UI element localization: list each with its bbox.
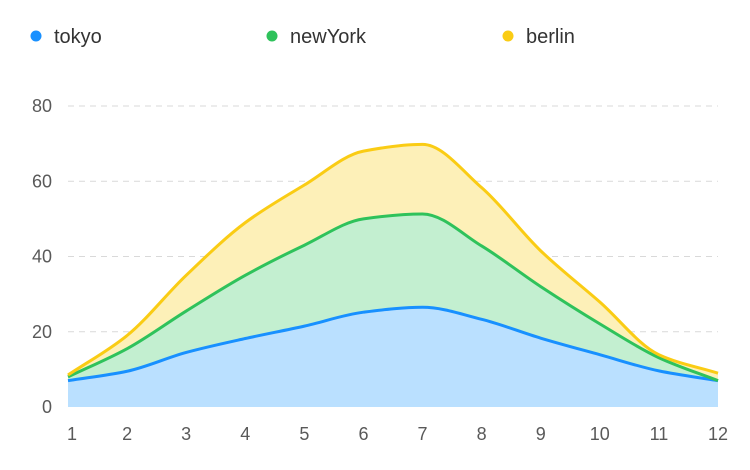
- legend-marker-newYork: [266, 30, 278, 42]
- x-tick-label: 7: [418, 424, 428, 444]
- area-tokyo: [68, 307, 718, 407]
- x-axis: 1 2 3 4 5 6 7 8 9 10 11 12: [67, 424, 728, 444]
- x-tick-label: 10: [590, 424, 610, 444]
- x-tick-label: 8: [477, 424, 487, 444]
- x-tick-label: 4: [240, 424, 250, 444]
- y-tick-label: 80: [32, 96, 52, 116]
- x-tick-label: 5: [299, 424, 309, 444]
- x-tick-label: 11: [650, 424, 669, 444]
- y-tick-label: 0: [42, 397, 52, 417]
- y-axis: 0 20 40 60 80: [32, 96, 52, 417]
- y-tick-label: 20: [32, 322, 52, 342]
- x-tick-label: 12: [708, 424, 728, 444]
- x-tick-label: 6: [358, 424, 368, 444]
- y-tick-label: 40: [32, 247, 52, 267]
- area-berlin: [68, 144, 718, 381]
- x-tick-label: 1: [67, 424, 77, 444]
- line-newYork: [67, 212, 719, 383]
- legend-marker-berlin: [502, 30, 514, 42]
- legend-label-newYork: newYork: [290, 26, 367, 48]
- line-tokyo: [67, 305, 719, 383]
- legend-label-tokyo: tokyo: [54, 26, 102, 48]
- legend: tokyo newYork berlin: [30, 26, 575, 48]
- x-tick-label: 9: [536, 424, 546, 444]
- legend-label-berlin: berlin: [526, 26, 575, 48]
- area-newYork: [68, 213, 718, 381]
- y-tick-label: 60: [32, 171, 52, 191]
- x-tick-label: 2: [122, 424, 132, 444]
- series-lines: [67, 142, 719, 383]
- x-tick-label: 3: [181, 424, 191, 444]
- series-areas: [68, 144, 718, 407]
- legend-marker-tokyo: [30, 30, 42, 42]
- line-berlin: [67, 142, 719, 377]
